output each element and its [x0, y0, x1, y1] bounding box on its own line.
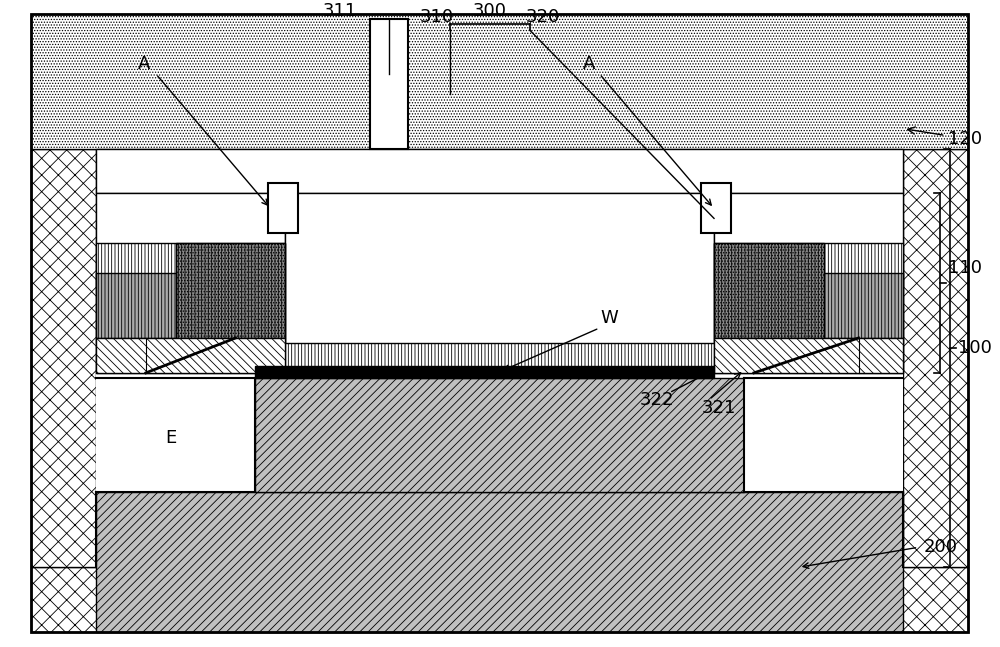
Text: A: A: [583, 55, 596, 73]
Bar: [701, 184, 731, 234]
Bar: [176, 243, 285, 338]
Text: 322: 322: [640, 391, 674, 409]
Polygon shape: [714, 338, 903, 373]
Bar: [285, 343, 714, 373]
Polygon shape: [96, 338, 285, 373]
Text: 120: 120: [908, 127, 982, 148]
Text: 100: 100: [958, 339, 992, 357]
Text: W: W: [600, 309, 618, 327]
Bar: [96, 243, 285, 373]
Bar: [96, 492, 903, 632]
Text: 311: 311: [323, 2, 357, 20]
Bar: [714, 193, 903, 288]
Bar: [31, 14, 968, 149]
Bar: [96, 193, 285, 288]
Text: 320: 320: [525, 8, 560, 26]
Text: E: E: [165, 429, 176, 446]
Bar: [255, 378, 744, 492]
Bar: [285, 193, 714, 348]
Text: 310: 310: [420, 8, 454, 26]
Text: A: A: [138, 55, 150, 73]
Bar: [744, 378, 903, 492]
Text: 110: 110: [948, 259, 982, 277]
Bar: [96, 149, 903, 193]
Bar: [176, 243, 285, 338]
Text: 200: 200: [923, 538, 957, 556]
Text: 321: 321: [702, 399, 736, 417]
Bar: [96, 149, 903, 567]
Bar: [31, 567, 968, 632]
Text: 300: 300: [473, 2, 507, 20]
Bar: [96, 378, 255, 492]
Bar: [268, 184, 298, 234]
Bar: [714, 243, 824, 338]
Bar: [714, 243, 903, 373]
Bar: [903, 149, 968, 567]
Bar: [714, 243, 824, 338]
Bar: [824, 273, 903, 338]
Bar: [96, 273, 176, 338]
Bar: [255, 366, 714, 378]
Bar: [370, 19, 408, 149]
Bar: [31, 149, 96, 567]
